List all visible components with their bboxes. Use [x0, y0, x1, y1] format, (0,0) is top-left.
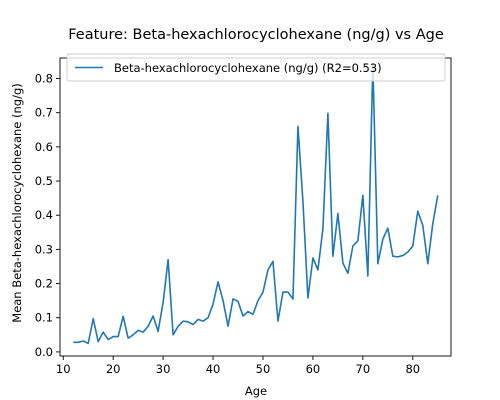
- y-tick-label: 0.7: [35, 106, 53, 120]
- y-axis: 0.0 0.1 0.2 0.3 0.4 0.5 0.6 0.7 0.8: [35, 72, 60, 359]
- x-tick-label: 30: [156, 362, 171, 376]
- y-tick-label: 0.1: [35, 311, 53, 325]
- chart-title: Feature: Beta-hexachlorocyclohexane (ng/…: [68, 27, 444, 43]
- y-tick-label: 0.4: [35, 208, 53, 222]
- x-tick-label: 60: [306, 362, 321, 376]
- x-tick-label: 50: [256, 362, 271, 376]
- plot-area: [59, 57, 452, 357]
- legend-frame: [66, 53, 446, 82]
- plot-frame: [59, 57, 452, 357]
- series-line-0: [73, 62, 439, 345]
- x-axis: 10 20 30 40 50 60 70 80: [56, 356, 420, 376]
- y-tick-label: 0.3: [35, 242, 53, 256]
- x-tick-label: 10: [56, 362, 71, 376]
- x-tick-label: 70: [356, 362, 371, 376]
- y-axis-label: Mean Beta-hexachlorocyclohexane (ng/g): [10, 83, 24, 322]
- x-tick-label: 40: [206, 362, 221, 376]
- x-axis-label: Age: [245, 384, 267, 398]
- y-tick-label: 0.8: [35, 72, 53, 86]
- y-tick-label: 0.5: [35, 174, 53, 188]
- y-tick-label: 0.6: [35, 140, 53, 154]
- x-tick-label: 80: [405, 362, 420, 376]
- x-tick-label: 20: [106, 362, 121, 376]
- y-tick-label: 0.2: [35, 277, 53, 291]
- legend-label: Beta-hexachlorocyclohexane (ng/g) (R2=0.…: [114, 61, 382, 75]
- y-tick-label: 0.0: [35, 345, 53, 359]
- legend: Beta-hexachlorocyclohexane (ng/g) (R2=0.…: [66, 53, 446, 82]
